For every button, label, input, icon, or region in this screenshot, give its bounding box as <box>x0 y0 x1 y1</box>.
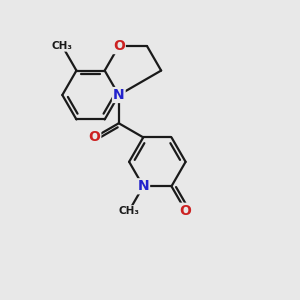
Text: O: O <box>88 130 100 144</box>
Text: N: N <box>113 88 124 102</box>
Text: N: N <box>137 179 149 193</box>
Text: CH₃: CH₃ <box>52 41 73 51</box>
Text: CH₃: CH₃ <box>118 206 140 216</box>
Text: O: O <box>113 39 125 53</box>
Text: O: O <box>180 204 191 218</box>
